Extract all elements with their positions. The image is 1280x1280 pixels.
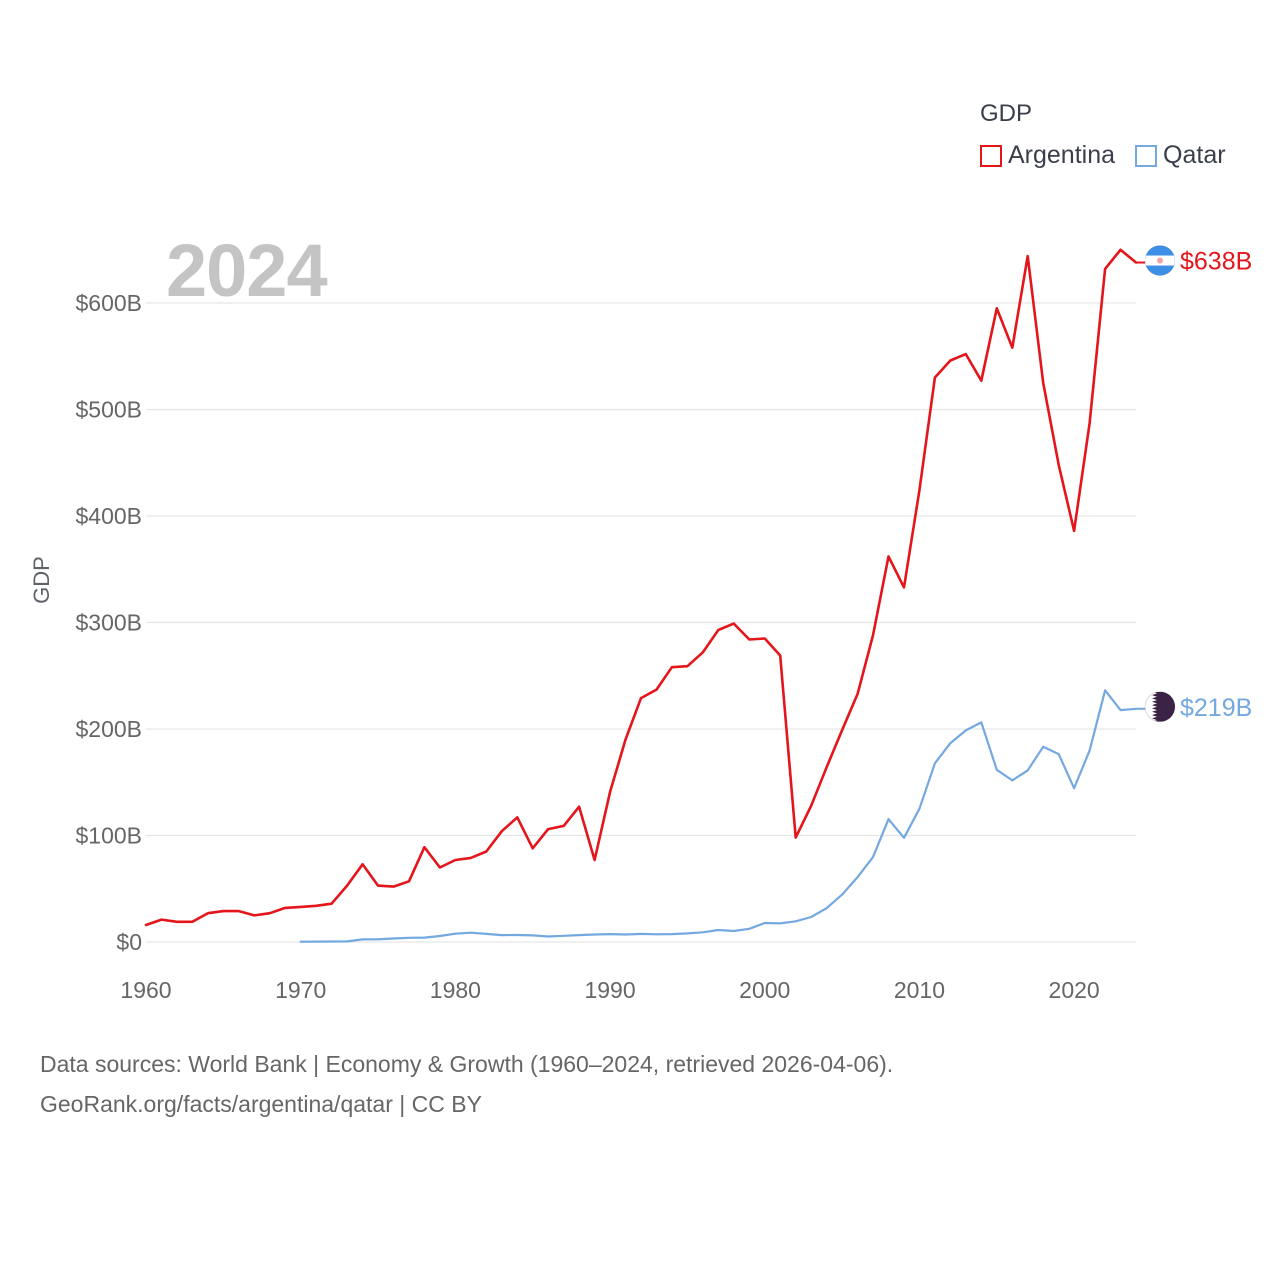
series-lines: [144, 248, 1138, 943]
x-tick-label: 2010: [894, 977, 945, 1003]
x-tick-label: 1970: [275, 977, 326, 1003]
legend-label-argentina: Argentina: [1008, 141, 1116, 169]
x-tick-label: 2000: [739, 977, 790, 1003]
series-end-markers: $638B $219B: [1136, 245, 1252, 723]
y-axis-ticks: $0 $100B $200B $300B $400B $500B $600B: [75, 290, 142, 955]
x-tick-label: 1990: [584, 977, 635, 1003]
y-axis-title: GDP: [29, 556, 54, 604]
y-tick-label: $200B: [75, 716, 142, 742]
source-line: Data sources: World Bank | Economy & Gro…: [40, 1051, 894, 1077]
x-axis-ticks: 1960 1970 1980 1990 2000 2010 2020: [120, 977, 1099, 1003]
y-tick-label: $500B: [75, 397, 142, 423]
data-source-footer: Data sources: World Bank | Economy & Gro…: [40, 1044, 893, 1124]
y-tick-label: $600B: [75, 290, 142, 316]
y-tick-label: $100B: [75, 823, 142, 849]
legend: Argentina Qatar: [980, 141, 1226, 170]
x-tick-label: 2020: [1049, 977, 1100, 1003]
end-value-label-qatar: $219B: [1180, 694, 1252, 722]
legend-title: GDP: [980, 100, 1033, 127]
y-tick-label: $400B: [75, 503, 142, 529]
x-tick-label: 1960: [120, 977, 171, 1003]
legend-item-argentina[interactable]: Argentina: [980, 141, 1115, 170]
legend-label-qatar: Qatar: [1163, 141, 1226, 169]
legend-item-qatar[interactable]: Qatar: [1135, 141, 1226, 170]
end-value-label-argentina: $638B: [1180, 248, 1252, 276]
current-year-label: 2024: [166, 229, 328, 312]
series-line-qatar: [299, 689, 1138, 943]
legend-swatch-qatar: [1135, 144, 1158, 167]
x-tick-label: 1980: [430, 977, 481, 1003]
qatar-flag-icon: [1144, 691, 1176, 723]
attribution-line: GeoRank.org/facts/argentina/qatar | CC B…: [40, 1091, 482, 1117]
legend-swatch-argentina: [980, 144, 1002, 167]
grid-lines: [146, 302, 1136, 943]
argentina-flag-icon: [1144, 245, 1176, 277]
y-tick-label: $300B: [75, 610, 142, 636]
y-tick-label: $0: [116, 929, 142, 955]
series-line-argentina: [144, 248, 1138, 927]
